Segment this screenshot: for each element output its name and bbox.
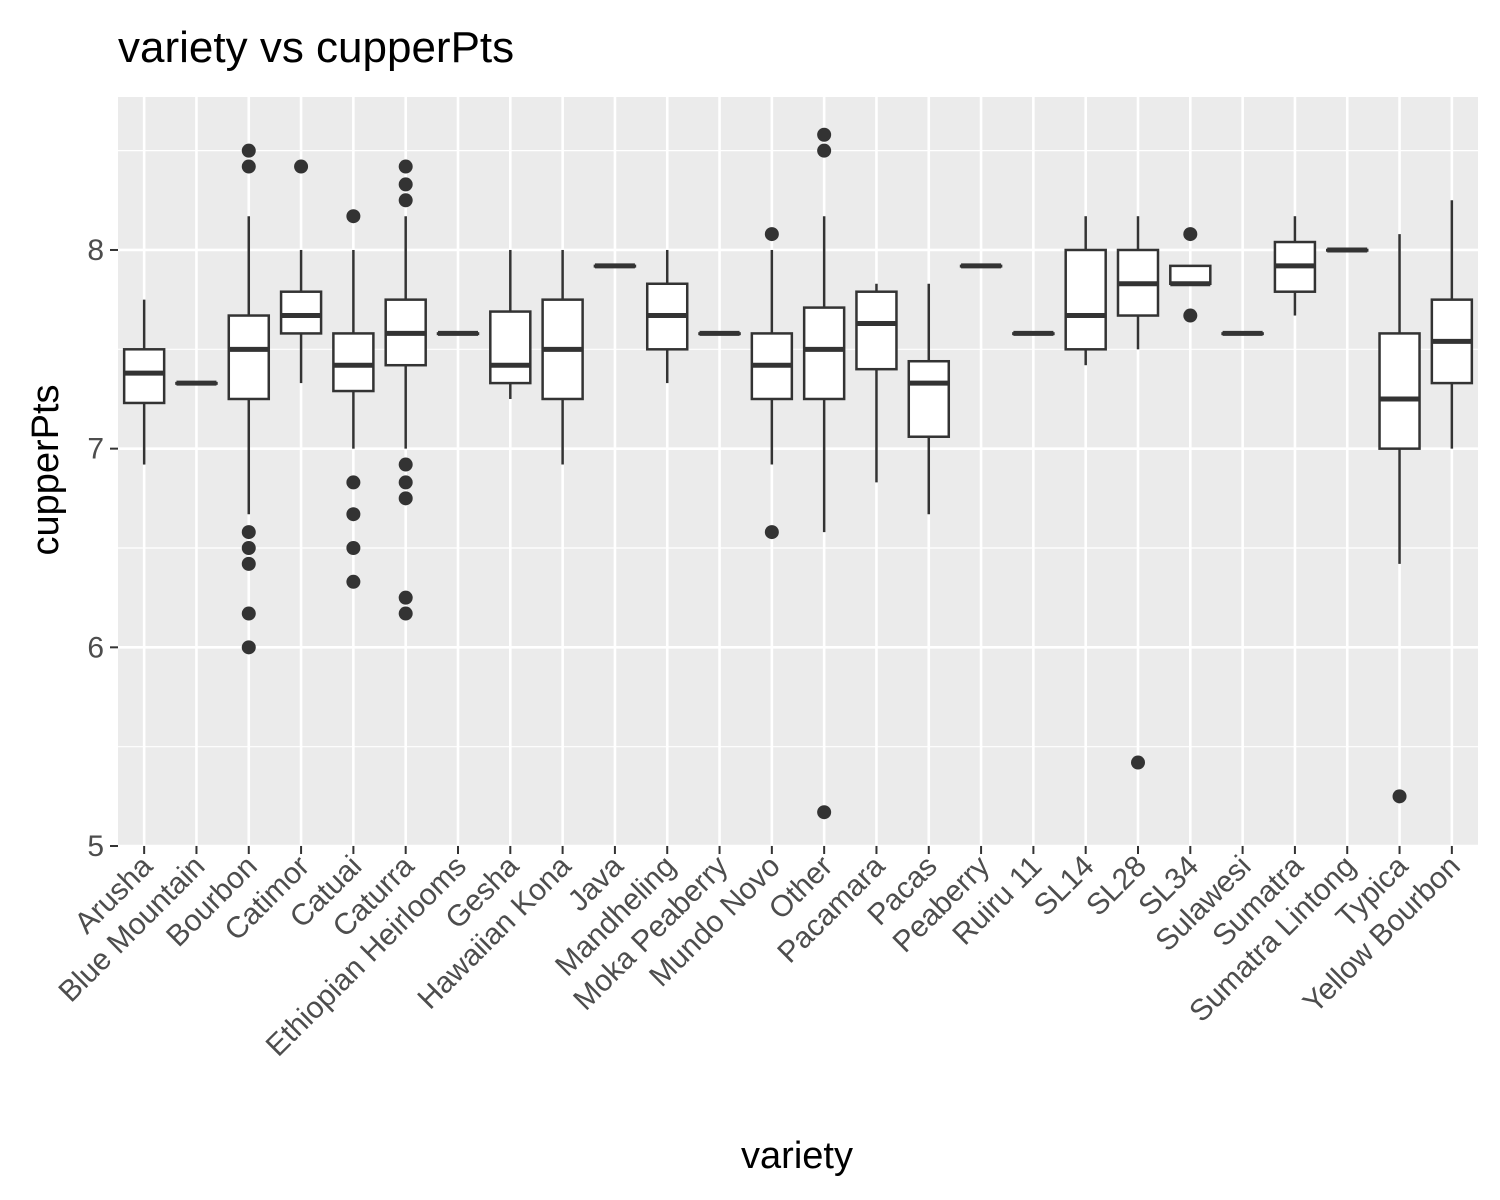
box-sl34 bbox=[1169, 227, 1212, 323]
y-tick-label: 8 bbox=[87, 234, 104, 267]
box-hawaiian-kona bbox=[541, 249, 584, 465]
chart-title: variety vs cupperPts bbox=[118, 23, 514, 72]
box-caturra bbox=[384, 159, 427, 621]
box-other bbox=[802, 127, 846, 820]
box-ethiopian-heirlooms bbox=[436, 330, 480, 336]
box-iqr bbox=[227, 314, 271, 401]
plot-panel bbox=[118, 97, 1478, 846]
box-yellow-bourbon bbox=[1430, 200, 1474, 449]
outlier-point bbox=[817, 127, 832, 142]
box-ruiru-11 bbox=[1012, 330, 1055, 336]
box-iqr bbox=[907, 359, 951, 438]
outlier-point bbox=[764, 227, 779, 242]
outlier-point bbox=[241, 525, 256, 540]
outlier-point bbox=[398, 475, 413, 490]
box-arusha bbox=[122, 299, 166, 465]
box-gesha bbox=[489, 249, 532, 399]
outlier-point bbox=[241, 556, 256, 571]
outlier-point bbox=[398, 590, 413, 605]
outlier-point bbox=[398, 491, 413, 506]
outlier-point bbox=[398, 177, 413, 192]
y-axis-ticks: 5 6 7 8 bbox=[87, 234, 118, 863]
box-typica bbox=[1378, 234, 1421, 804]
x-tick-label: SL14 bbox=[1028, 850, 1101, 923]
box-sl14 bbox=[1064, 216, 1107, 366]
box-peaberry bbox=[959, 263, 1003, 269]
outlier-point bbox=[817, 805, 832, 820]
outlier-point bbox=[346, 540, 361, 555]
box-pacamara bbox=[855, 283, 898, 483]
box-iqr bbox=[855, 290, 898, 371]
outlier-point bbox=[398, 193, 413, 208]
box-iqr bbox=[802, 306, 846, 401]
x-tick-label: SL28 bbox=[1080, 850, 1153, 923]
box-mundo-novo bbox=[750, 227, 794, 540]
outlier-point bbox=[241, 143, 256, 158]
outlier-point bbox=[346, 574, 361, 589]
box-bourbon bbox=[227, 143, 271, 655]
box-blue-mountain bbox=[175, 380, 218, 386]
boxes bbox=[122, 127, 1474, 820]
box-moka-peaberry bbox=[698, 330, 741, 336]
outlier-point bbox=[1183, 308, 1198, 323]
outlier-point bbox=[346, 209, 361, 224]
y-tick-label: 6 bbox=[87, 631, 104, 664]
box-pacas bbox=[907, 283, 951, 515]
y-tick-label: 5 bbox=[87, 830, 104, 863]
box-iqr bbox=[122, 348, 166, 405]
box-java bbox=[593, 263, 637, 269]
outlier-point bbox=[241, 159, 256, 174]
box-iqr bbox=[332, 332, 375, 393]
outlier-point bbox=[398, 159, 413, 174]
x-axis-title: variety bbox=[741, 1135, 853, 1177]
outlier-point bbox=[817, 143, 832, 158]
outlier-point bbox=[241, 640, 256, 655]
outlier-point bbox=[241, 540, 256, 555]
box-sulawesi bbox=[1221, 330, 1264, 336]
box-catuai bbox=[332, 209, 375, 589]
box-iqr bbox=[489, 310, 532, 385]
outlier-point bbox=[346, 475, 361, 490]
outlier-point bbox=[764, 525, 779, 540]
box-sumatra-lintong bbox=[1325, 247, 1369, 253]
outlier-point bbox=[294, 159, 309, 174]
box-iqr bbox=[1169, 264, 1212, 286]
box-sl28 bbox=[1116, 216, 1160, 770]
y-tick-label: 7 bbox=[87, 433, 104, 466]
box-sumatra bbox=[1273, 216, 1317, 316]
box-iqr bbox=[1064, 248, 1107, 351]
outlier-point bbox=[398, 457, 413, 472]
outlier-point bbox=[1131, 755, 1145, 770]
box-mandheling bbox=[645, 249, 689, 384]
box-iqr bbox=[279, 290, 323, 335]
outlier-point bbox=[1392, 789, 1407, 804]
outlier-point bbox=[1183, 227, 1198, 242]
y-axis-title: cupperPts bbox=[25, 384, 67, 555]
box-iqr bbox=[1378, 332, 1421, 450]
outlier-point bbox=[241, 606, 256, 621]
outlier-point bbox=[346, 507, 361, 522]
outlier-point bbox=[398, 606, 413, 621]
box-catimor bbox=[279, 159, 323, 384]
